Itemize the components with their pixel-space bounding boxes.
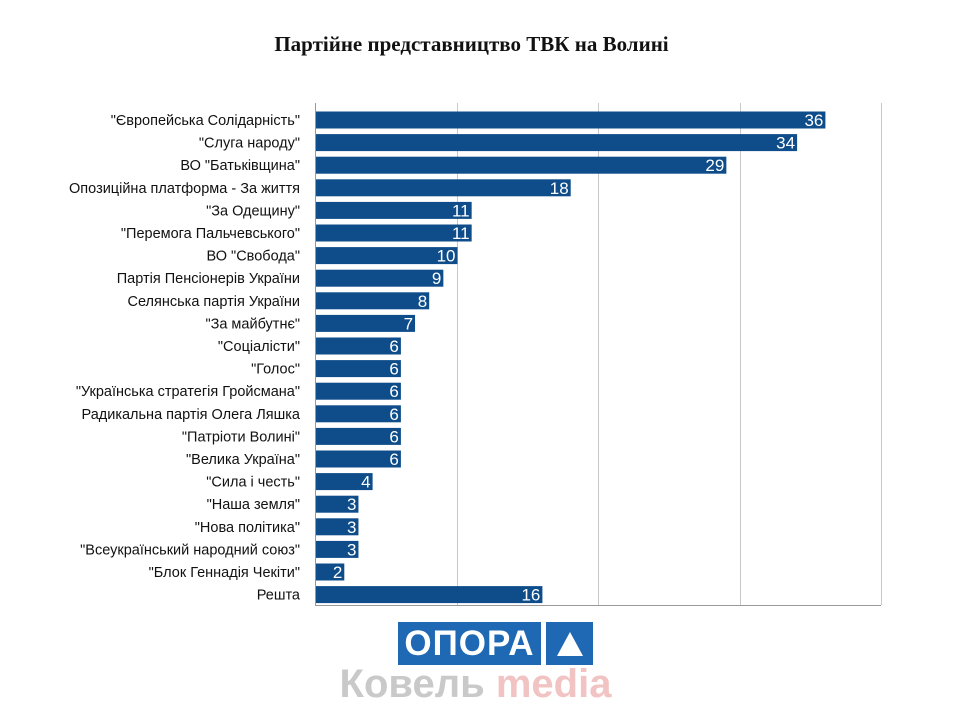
bar — [316, 586, 543, 604]
bar-value-label: 8 — [418, 292, 427, 311]
bar — [316, 563, 345, 581]
bar-value-label: 11 — [452, 224, 470, 243]
bar — [316, 495, 359, 513]
category-label: "Слуга народу" — [199, 136, 300, 152]
category-label: "Велика Україна" — [186, 452, 300, 468]
category-label: "Сила і честь" — [206, 475, 300, 491]
opora-logo-text: ОПОРА — [398, 622, 541, 665]
bar-value-label: 7 — [404, 314, 413, 333]
kovel-media-logo-part2: media — [495, 662, 612, 706]
bar-value-label: 16 — [521, 586, 540, 605]
opora-logo: ОПОРА — [398, 622, 593, 665]
bar — [316, 269, 444, 287]
bar — [316, 314, 416, 332]
bar — [316, 247, 458, 265]
category-label: Селянська партія України — [127, 294, 300, 310]
category-label: "Європейська Солідарність" — [111, 113, 300, 129]
category-label: "Всеукраїнський народний союз" — [80, 542, 300, 558]
category-label: "Патріоти Волині" — [182, 429, 300, 445]
bar — [316, 292, 430, 310]
bar — [316, 473, 373, 491]
bar-value-label: 2 — [333, 563, 342, 582]
bar — [316, 337, 401, 355]
category-label: "Українська стратегія Гройсмана" — [76, 384, 300, 400]
bar-value-label: 3 — [347, 540, 356, 559]
bar — [316, 179, 571, 197]
category-label: "За Одещину" — [206, 203, 300, 219]
kovel-media-logo-part1: Ковель — [339, 662, 485, 706]
bar-value-label: 6 — [389, 450, 398, 469]
opora-logo-separator — [541, 622, 546, 665]
category-label: "Нова політика" — [195, 520, 300, 536]
category-label: "Наша земля" — [207, 497, 300, 513]
bar — [316, 450, 401, 468]
bar-value-label: 3 — [347, 495, 356, 514]
bar — [316, 134, 798, 152]
category-label: "Блок Геннадія Чекіти" — [149, 565, 300, 581]
category-label: "Голос" — [251, 362, 300, 378]
category-label: "Соціалісти" — [218, 339, 300, 355]
bar — [316, 382, 401, 400]
bar — [316, 405, 401, 423]
bar — [316, 427, 401, 445]
bar — [316, 111, 826, 129]
bar — [316, 201, 472, 219]
category-label: Партія Пенсіонерів України — [117, 271, 300, 287]
bar-value-label: 6 — [389, 405, 398, 424]
kovel-media-logo: Ковель media — [0, 662, 959, 707]
bar — [316, 360, 401, 378]
category-label: ВО "Свобода" — [207, 249, 300, 265]
bar-layer — [316, 111, 826, 604]
bar-value-label: 11 — [452, 201, 470, 220]
bar-value-label: 6 — [389, 360, 398, 379]
chart-title: Партійне представництво ТВК на Волині — [274, 32, 669, 56]
bar — [316, 224, 472, 242]
bar-value-label: 9 — [432, 269, 441, 288]
bar-value-label: 18 — [550, 179, 569, 198]
category-label: Решта — [257, 588, 301, 604]
category-label: Радикальна партія Олега Ляшка — [82, 407, 301, 423]
bar-value-label: 10 — [437, 247, 456, 266]
bar-value-label: 3 — [347, 518, 356, 537]
bar — [316, 518, 359, 536]
bar — [316, 540, 359, 558]
category-label: "За майбутнє" — [205, 316, 300, 332]
triangle-icon — [546, 622, 593, 665]
category-label: "Перемога Пальчевського" — [121, 226, 300, 242]
category-label: Опозиційна платформа - За життя — [69, 181, 300, 197]
bar-value-label: 34 — [776, 134, 795, 153]
bar-value-label: 29 — [705, 156, 724, 175]
bar-value-label: 4 — [361, 473, 370, 492]
bar-value-label: 6 — [389, 337, 398, 356]
label-layer: 36"Європейська Солідарність"34"Слуга нар… — [69, 111, 823, 605]
category-label: ВО "Батьківщина" — [180, 158, 300, 174]
bar-value-label: 6 — [389, 427, 398, 446]
bar — [316, 156, 727, 174]
bar-value-label: 36 — [804, 111, 823, 130]
bar-value-label: 6 — [389, 382, 398, 401]
